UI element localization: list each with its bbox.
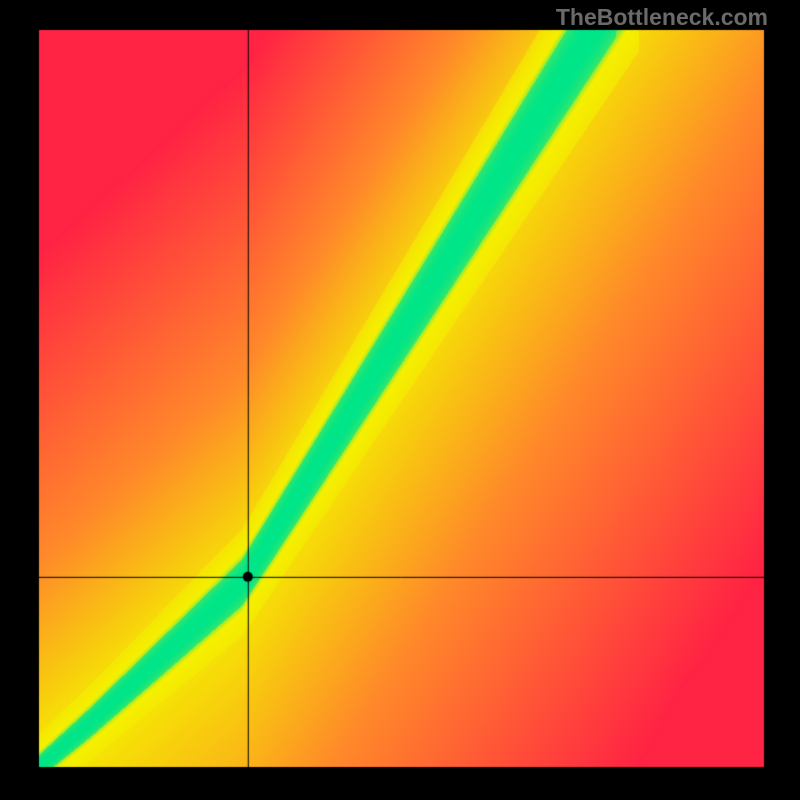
watermark-text: TheBottleneck.com	[556, 4, 768, 31]
chart-container: TheBottleneck.com	[0, 0, 800, 800]
heatmap-canvas	[0, 0, 800, 800]
